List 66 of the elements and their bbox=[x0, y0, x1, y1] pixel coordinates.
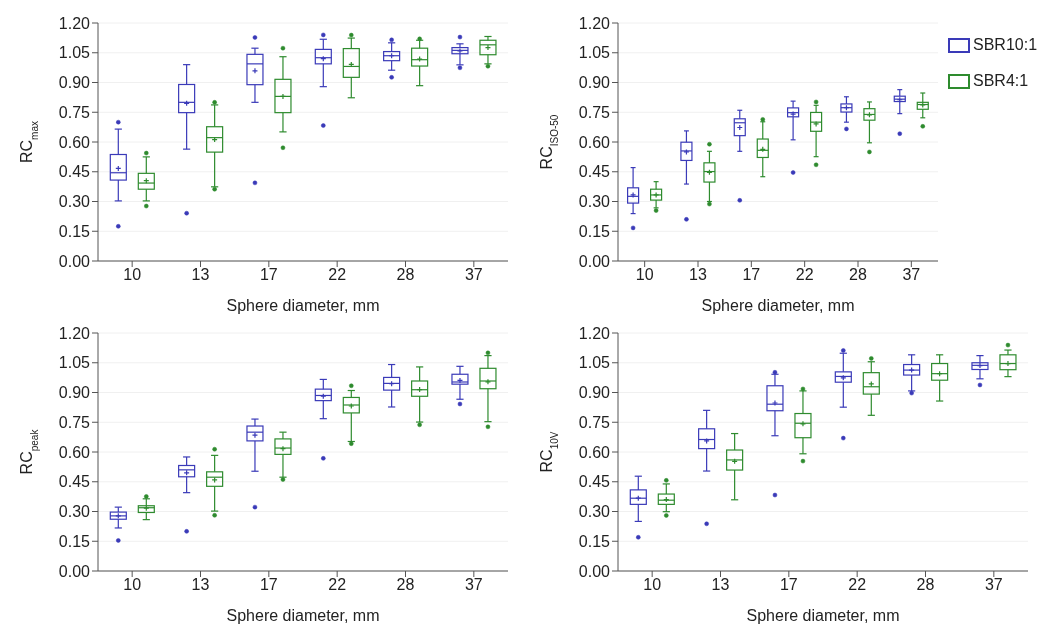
y-tick-label: 0.30 bbox=[58, 503, 91, 521]
x-tick-label: 10 bbox=[643, 576, 662, 594]
y-tick-label: 0.90 bbox=[58, 384, 91, 402]
y-tick-label: 1.20 bbox=[58, 14, 91, 32]
y-tick-label: 0.75 bbox=[58, 103, 91, 121]
x-tick-label: 17 bbox=[259, 266, 278, 284]
x-tick-label: 28 bbox=[396, 576, 415, 594]
x-axis-title: Sphere diameter, mm bbox=[226, 297, 380, 314]
x-tick-label: 22 bbox=[795, 266, 814, 284]
legend-label: SBR10:1 bbox=[973, 36, 1038, 54]
x-tick-label: 37 bbox=[464, 266, 483, 284]
y-tick-label: 0.00 bbox=[578, 252, 611, 270]
x-axis-title: Sphere diameter, mm bbox=[226, 607, 380, 624]
x-tick-label: 22 bbox=[328, 266, 347, 284]
y-tick-label: 0.45 bbox=[578, 473, 611, 491]
y-tick-label: 0.60 bbox=[578, 133, 611, 151]
x-tick-label: 37 bbox=[984, 576, 1003, 594]
x-tick-label: 13 bbox=[711, 576, 730, 594]
y-tick-label: 0.90 bbox=[578, 384, 611, 402]
x-tick-label: 13 bbox=[191, 576, 210, 594]
y-tick-label: 1.05 bbox=[578, 44, 611, 62]
y-tick-label: 1.20 bbox=[58, 324, 91, 342]
y-tick-label: 0.15 bbox=[578, 532, 611, 550]
x-tick-label: 37 bbox=[902, 266, 921, 284]
y-tick-label: 0.60 bbox=[58, 133, 91, 151]
y-tick-label: 0.15 bbox=[58, 222, 91, 240]
x-tick-label: 13 bbox=[689, 266, 707, 284]
y-tick-label: 0.00 bbox=[58, 562, 91, 580]
y-tick-label: 0.15 bbox=[58, 532, 91, 550]
legend-label: SBR4:1 bbox=[973, 72, 1029, 90]
x-tick-label: 10 bbox=[123, 266, 142, 284]
x-tick-label: 17 bbox=[742, 266, 761, 284]
y-tick-label: 0.00 bbox=[58, 252, 91, 270]
x-tick-label: 17 bbox=[779, 576, 798, 594]
x-tick-label: 28 bbox=[849, 266, 867, 284]
y-tick-label: 1.20 bbox=[578, 14, 611, 32]
y-tick-label: 0.30 bbox=[58, 193, 91, 211]
x-axis-title: Sphere diameter, mm bbox=[701, 297, 855, 314]
x-axis-title: Sphere diameter, mm bbox=[746, 607, 900, 624]
y-tick-label: 0.15 bbox=[578, 222, 611, 240]
x-tick-label: 28 bbox=[396, 266, 415, 284]
y-tick-label: 0.75 bbox=[578, 103, 611, 121]
y-tick-label: 1.05 bbox=[58, 354, 91, 372]
x-tick-label: 28 bbox=[916, 576, 935, 594]
y-tick-label: 0.75 bbox=[58, 413, 91, 431]
x-tick-label: 13 bbox=[191, 266, 210, 284]
x-tick-label: 22 bbox=[328, 576, 347, 594]
y-tick-label: 1.20 bbox=[578, 324, 611, 342]
y-tick-label: 1.05 bbox=[578, 354, 611, 372]
y-tick-label: 0.30 bbox=[578, 193, 611, 211]
y-tick-label: 0.45 bbox=[578, 163, 611, 181]
x-tick-label: 10 bbox=[123, 576, 142, 594]
x-tick-label: 17 bbox=[259, 576, 278, 594]
y-tick-label: 0.45 bbox=[58, 163, 91, 181]
y-tick-label: 0.90 bbox=[578, 74, 611, 92]
y-tick-label: 0.30 bbox=[578, 503, 611, 521]
y-tick-label: 0.45 bbox=[58, 473, 91, 491]
y-tick-label: 0.75 bbox=[578, 413, 611, 431]
x-tick-label: 37 bbox=[464, 576, 483, 594]
x-tick-label: 22 bbox=[848, 576, 867, 594]
y-tick-label: 0.60 bbox=[58, 443, 91, 461]
y-tick-label: 1.05 bbox=[58, 44, 91, 62]
y-tick-label: 0.90 bbox=[58, 74, 91, 92]
y-tick-label: 0.60 bbox=[578, 443, 611, 461]
x-tick-label: 10 bbox=[635, 266, 654, 284]
y-tick-label: 0.00 bbox=[578, 562, 611, 580]
